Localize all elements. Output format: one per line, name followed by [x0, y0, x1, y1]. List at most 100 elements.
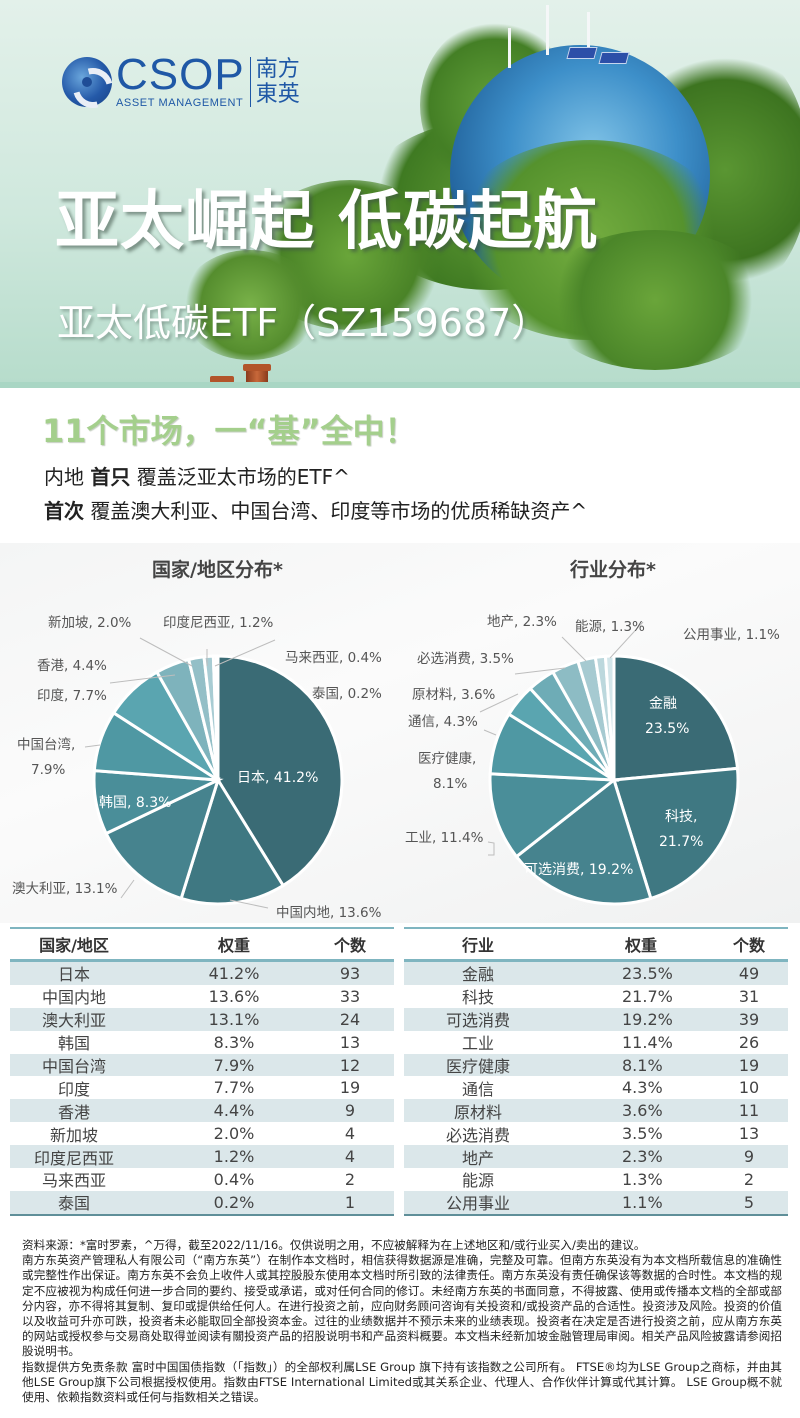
- leader-lines: [84, 621, 644, 909]
- region-table: 国家/地区 权重 个数 日本 41.2% 93 中国内地 13.6% 33 澳大利亚 13.1…: [10, 927, 394, 1216]
- row-count: 2: [344, 1169, 356, 1189]
- row-weight: 4.4%: [213, 1101, 255, 1121]
- sector-label-staples: 必选消费, 3.5%: [417, 651, 514, 667]
- row-name: 香港: [57, 1102, 90, 1122]
- wind-turbine-icon: [587, 12, 590, 50]
- region-label-mainland: 中国内地, 13.6%: [276, 905, 382, 921]
- row-name: 工业: [461, 1034, 494, 1054]
- column-header: 个数: [333, 936, 366, 955]
- row-name: 可选消费: [445, 1011, 510, 1031]
- row-count: 9: [344, 1101, 356, 1121]
- sector-label-energy: 能源, 1.3%: [575, 619, 645, 635]
- row-count: 33: [339, 986, 361, 1006]
- table-row: 地产 2.3% 9: [404, 1145, 788, 1169]
- tagline-emphasis: 首只: [90, 465, 131, 489]
- headline: 11个市场，一“基”全中！: [42, 412, 417, 450]
- row-name: 公用事业: [445, 1194, 510, 1214]
- table-row: 马来西亚 0.4% 2: [10, 1168, 394, 1191]
- row-name: 泰国: [57, 1194, 90, 1214]
- csop-swirl-icon: [62, 57, 112, 107]
- tagline-emphasis: 首次: [44, 499, 84, 523]
- pie-slice: [104, 777, 221, 901]
- row-name: 能源: [461, 1171, 494, 1191]
- disclaimer-body: 南方东英资产管理私人有限公司（“南方东英”）在制作本文档时，相信获得数据源是准确…: [22, 1253, 782, 1359]
- row-weight: 0.4%: [213, 1169, 255, 1189]
- region-chart-title: 国家/地区分布*: [152, 559, 283, 581]
- row-weight: 3.5%: [622, 1124, 663, 1144]
- table-row: 中国台湾 7.9% 12: [10, 1053, 394, 1077]
- column-header: 个数: [732, 936, 765, 955]
- row-name: 马来西亚: [41, 1171, 106, 1191]
- region-label-india: 印度, 7.7%: [37, 688, 107, 704]
- pie-slice: [514, 777, 653, 906]
- row-name: 印度尼西亚: [33, 1148, 114, 1168]
- row-weight: 23.5%: [622, 963, 673, 983]
- row-count: 4: [344, 1147, 356, 1167]
- table-row: 工业 11.4% 26: [404, 1030, 788, 1054]
- pie-slice: [612, 766, 740, 901]
- row-count: 26: [738, 1032, 760, 1052]
- table-row: 韩国 8.3% 13: [10, 1030, 394, 1054]
- row-weight: 1.3%: [622, 1169, 663, 1189]
- region-label-malaysia: 马来西亚, 0.4%: [285, 650, 382, 666]
- row-count: 39: [738, 1009, 760, 1029]
- row-name: 日本: [57, 965, 90, 985]
- row-name: 通信: [461, 1079, 494, 1099]
- row-name: 印度: [57, 1079, 90, 1099]
- row-count: 5: [743, 1192, 755, 1212]
- row-weight: 13.1%: [208, 1009, 260, 1029]
- row-name: 韩国: [57, 1034, 90, 1054]
- sector-label-health: 医疗健康,: [418, 751, 477, 767]
- pie-slice: [612, 654, 740, 782]
- row-count: 31: [738, 986, 760, 1006]
- row-weight: 2.0%: [213, 1124, 255, 1144]
- row-count: 19: [339, 1078, 361, 1098]
- tagline-prefix: 内地: [44, 465, 91, 489]
- sector-label-utilities: 公用事业, 1.1%: [683, 627, 780, 643]
- row-count: 4: [344, 1124, 356, 1144]
- hero-divider: [0, 382, 800, 388]
- logo-cn-line1: 南方: [255, 57, 300, 82]
- row-count: 93: [339, 963, 361, 983]
- row-count: 24: [339, 1009, 361, 1029]
- sector-label-telecom: 通信, 4.3%: [408, 714, 478, 730]
- row-weight: 8.1%: [622, 1055, 663, 1075]
- logo-cn-line2: 東英: [255, 82, 300, 107]
- table-row: 印度 7.7% 19: [10, 1076, 394, 1100]
- sector-label-industrials: 工业, 11.4%: [405, 830, 484, 846]
- sector-pie-chart: [488, 654, 740, 906]
- foliage-decoration: [180, 250, 320, 360]
- foliage-decoration: [540, 230, 770, 370]
- row-name: 必选消费: [445, 1125, 510, 1145]
- solar-panel-icon: [598, 52, 630, 64]
- row-weight: 7.7%: [213, 1078, 255, 1098]
- table-row: 澳大利亚 13.1% 24: [10, 1007, 394, 1031]
- wind-turbine-icon: [546, 5, 549, 55]
- row-name: 地产: [461, 1148, 494, 1168]
- disclaimer-index: 指数提供方免责条款 富时中国国债指数（「指数」）的全部权利属LSE Group …: [22, 1359, 782, 1405]
- hero-title: 亚太崛起 低碳起航: [55, 185, 599, 259]
- row-count: 9: [743, 1147, 755, 1167]
- row-weight: 1.1%: [622, 1192, 663, 1212]
- row-name: 医疗健康: [445, 1057, 510, 1077]
- region-label-singapore: 新加坡, 2.0%: [48, 615, 132, 631]
- sector-label-realestate: 地产, 2.3%: [487, 614, 557, 630]
- row-weight: 13.6%: [208, 986, 260, 1006]
- sector-label-materials: 原材料, 3.6%: [412, 687, 496, 703]
- row-name: 原材料: [453, 1102, 502, 1122]
- pie-slice: [603, 654, 616, 781]
- table-row: 泰国 0.2% 1: [10, 1190, 394, 1214]
- tagline-2: 首次 覆盖澳大利亚、中国台湾、印度等市场的优质稀缺资产^: [44, 495, 587, 524]
- table-row: 能源 1.3% 2: [404, 1168, 788, 1191]
- row-weight: 11.4%: [622, 1032, 673, 1052]
- sector-label-tech: 科技,: [665, 809, 698, 825]
- region-label-australia: 澳大利亚, 13.1%: [12, 881, 118, 897]
- table-row: 印度尼西亚 1.2% 4: [10, 1145, 394, 1169]
- row-name: 金融: [461, 965, 494, 985]
- tagline-text: 覆盖泛亚太市场的ETF^: [130, 465, 350, 489]
- table-row: 必选消费 3.5% 13: [404, 1122, 788, 1146]
- table-row: 科技 21.7% 31: [404, 984, 788, 1008]
- row-weight: 41.2%: [208, 963, 260, 983]
- pie-slice: [488, 772, 619, 859]
- sector-label-finance-value: 23.5%: [645, 721, 690, 737]
